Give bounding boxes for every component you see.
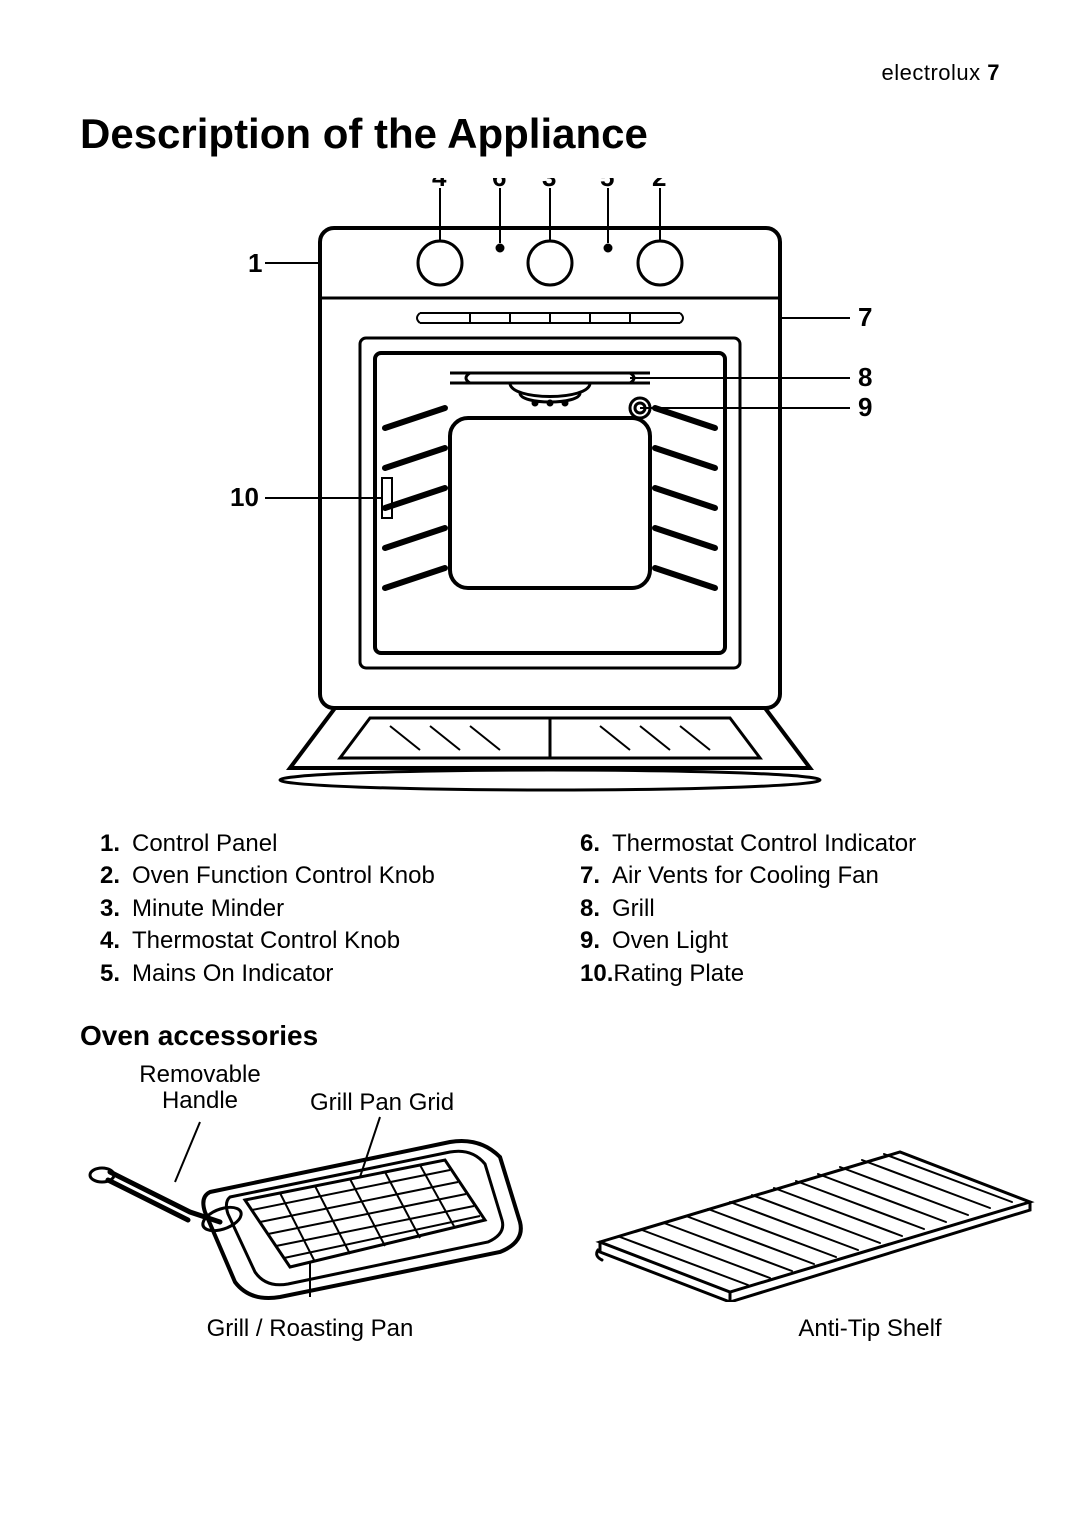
parts-list: 1.Control Panel 2.Oven Function Control … [100,828,1000,990]
callout-6: 6 [492,178,506,192]
parts-col-right: 6.Thermostat Control Indicator 7.Air Ven… [580,828,1000,990]
label-removable-handle: Removable Handle [130,1062,270,1115]
callout-3: 3 [542,178,556,192]
part-num: 8. [580,893,612,925]
part-num: 5. [100,958,132,990]
brand-text: electrolux [881,60,980,85]
part-num: 7. [580,860,612,892]
part-num: 4. [100,925,132,957]
accessory-grill-pan: Removable Handle Grill Pan Grid [80,1062,540,1343]
caption-grill-pan: Grill / Roasting Pan [80,1315,540,1343]
part-label: Mains On Indicator [132,958,333,990]
shelf-svg [580,1122,1040,1302]
part-label: Air Vents for Cooling Fan [612,860,879,892]
oven-svg: 1 4 6 3 5 2 7 8 9 10 [170,178,910,798]
header-brand: electrolux 7 [881,60,1000,86]
parts-col-left: 1.Control Panel 2.Oven Function Control … [100,828,520,990]
page-number: 7 [987,60,1000,85]
appliance-diagram: 1 4 6 3 5 2 7 8 9 10 [80,178,1000,798]
callout-4: 4 [432,178,447,192]
part-num: 9. [580,925,612,957]
part-label: Grill [612,893,655,925]
caption-anti-tip-shelf: Anti-Tip Shelf [700,1315,1040,1343]
label-grill-pan-grid: Grill Pan Grid [310,1090,454,1116]
part-label: Thermostat Control Indicator [612,828,916,860]
part-label: Oven Function Control Knob [132,860,435,892]
part-label: Oven Light [612,925,728,957]
part-num: 3. [100,893,132,925]
callout-1: 1 [248,248,262,278]
part-label: Thermostat Control Knob [132,925,400,957]
accessory-anti-tip-shelf: Anti-Tip Shelf [580,1122,1040,1343]
part-num: 6. [580,828,612,860]
part-label: Rating Plate [613,958,744,990]
callout-8: 8 [858,362,872,392]
page-title: Description of the Appliance [80,110,1000,158]
part-num: 1. [100,828,132,860]
callout-7: 7 [858,302,872,332]
part-num: 10. [580,958,613,990]
accessories-row: Removable Handle Grill Pan Grid [80,1062,1000,1343]
part-num: 2. [100,860,132,892]
callout-10: 10 [230,482,259,512]
accessories-heading: Oven accessories [80,1020,1000,1052]
part-label: Minute Minder [132,893,284,925]
callout-2: 2 [652,178,666,192]
callout-5: 5 [600,178,614,192]
callout-9: 9 [858,392,872,422]
part-label: Control Panel [132,828,277,860]
